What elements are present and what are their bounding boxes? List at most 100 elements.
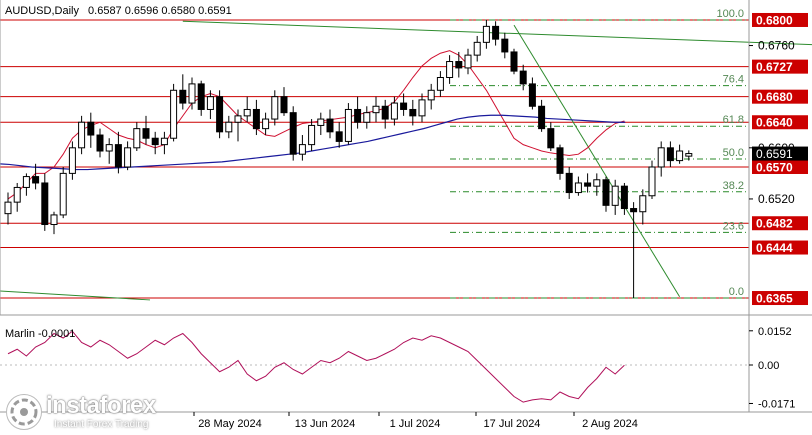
candle [630,202,638,299]
candle [574,176,582,196]
marlin-indicator-panel [0,330,749,403]
candle [446,55,454,84]
candle [114,131,122,174]
candle [50,211,58,235]
marlin-line [7,330,625,403]
indicator-tick-label: -0.0171 [758,398,795,410]
level-price-label: 0.6482 [756,217,793,231]
candle [280,87,288,116]
candle [666,141,674,167]
candle [409,99,417,126]
candle [96,128,104,158]
fib-label: 38.2 [723,180,744,192]
candle [455,51,463,78]
trend-line [0,290,151,301]
candle [252,99,260,136]
candle [289,106,297,161]
candle [519,64,527,91]
candle [22,173,30,196]
candle [197,80,205,116]
candle [206,90,214,120]
candle [308,119,316,152]
candle [510,48,518,75]
price-candles [4,19,693,299]
time-axis: 28 May 2024 13 Jun 2024 1 Jul 2024 17 Jul 2… [193,412,638,430]
candle [676,144,684,164]
current-price-label: 0.6591 [756,147,793,161]
svg-text:AUDUSD,Daily 0.6587 0.6596: AUDUSD,Daily 0.6587 0.6596 0.6580 0.6591 [5,5,232,17]
candle [363,106,371,129]
price-tick-label: 0.6760 [758,39,795,53]
date-tick-label: 2 Aug 2024 [582,418,638,430]
candle [216,90,224,139]
date-tick-label: 13 Jun 2024 [295,418,356,430]
candle [160,131,168,155]
candle [41,173,49,231]
candle [68,141,76,180]
candle [234,109,242,142]
candle [188,77,196,110]
candle [418,93,426,123]
candle [482,19,490,49]
candle [501,32,509,59]
ma-fast-line [7,50,625,200]
candle [648,160,656,199]
instaforex-logo-icon [6,394,42,430]
instaforex-watermark: instaforex Instant Forex Trading [6,392,196,432]
indicator-label: Marlin -0.0001 [5,328,75,340]
candle [381,99,389,129]
candle [170,83,178,142]
candle [639,189,647,225]
candle [105,138,113,164]
level-price-label: 0.6365 [756,292,793,306]
candle [492,21,500,46]
candle [354,96,362,129]
candle [602,176,610,212]
candle [326,109,334,139]
candle [179,74,187,110]
candle [133,122,141,152]
level-price-labels: 0.6800 0.6727 0.6680 0.6640 0.6570 0.6482 0.64… [752,12,808,306]
candle [4,192,12,225]
candle [87,112,95,148]
level-price-label: 0.6727 [756,60,793,74]
candle [344,103,352,145]
candle [657,141,665,177]
indicator-axis: 0.0152 0.00 -0.0171 [749,326,795,410]
chart-symbol: AUDUSD,Daily [5,5,79,17]
fib-label: 23.6 [723,220,744,232]
candle [556,144,564,180]
trend-line [182,20,812,46]
fibonacci-levels: 100.0 76.4 61.8 50.0 38.2 23.6 0.0 [450,8,749,299]
candle [473,35,481,62]
candle [584,173,592,193]
fib-label: 50.0 [723,147,744,159]
candle [427,83,435,110]
candle [565,166,573,199]
candle [547,122,555,152]
candle [32,163,40,190]
date-tick-label: 17 Jul 2024 [484,418,541,430]
watermark-tagline: Instant Forex Trading [54,419,149,430]
candle [372,96,380,123]
trend-line [513,24,681,298]
candle [225,115,233,139]
candle [390,96,398,126]
candle [243,96,251,123]
candle [78,115,86,155]
candle [436,71,444,97]
indicator-tick-label: 0.00 [758,360,779,372]
date-tick-label: 1 Jul 2024 [390,418,441,430]
candle [142,115,150,145]
candle [124,141,132,171]
fib-label: 76.4 [723,74,744,86]
candle [538,99,546,132]
candle [620,182,628,215]
candle [611,179,619,215]
watermark-brand: instaforex [46,392,156,419]
indicator-tick-label: 0.0152 [758,326,792,338]
candle [335,122,343,148]
candle [685,150,693,161]
level-price-label: 0.6444 [756,241,793,255]
